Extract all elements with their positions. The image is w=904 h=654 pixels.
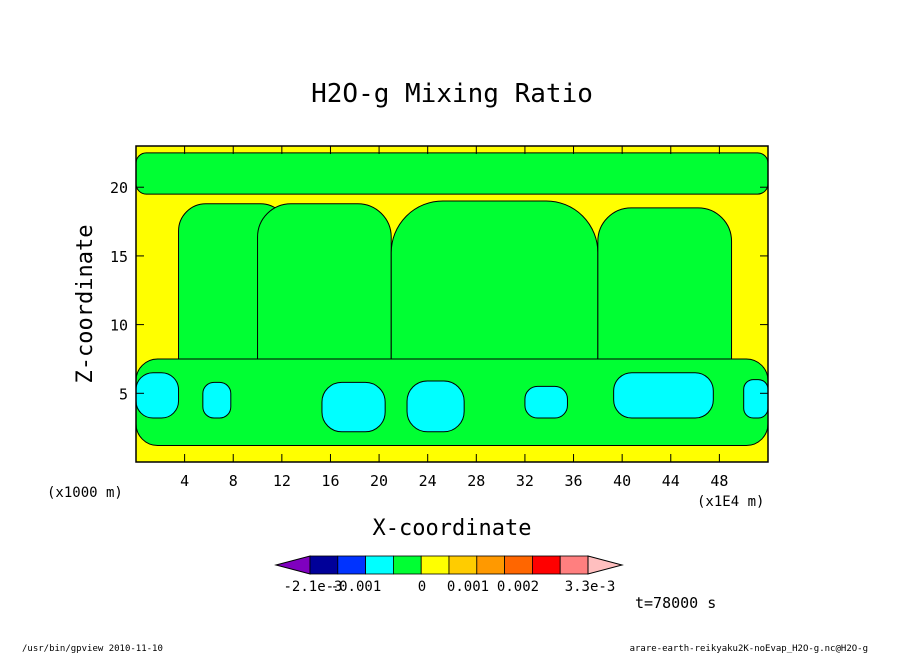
colorbar-arrow-low: [274, 555, 311, 575]
colorbar-swatch: [392, 555, 422, 575]
colorbar-arrow-high: [587, 555, 624, 575]
chart-title: H2O-g Mixing Ratio: [311, 79, 593, 109]
x-tick-label: 44: [662, 472, 680, 490]
colorbar: -2.1e-3-0.001 0 0.001 0.002 3.3e-3: [274, 555, 624, 595]
colorbar-label: -2.1e-3: [283, 579, 342, 595]
x-tick-label: 16: [321, 472, 339, 490]
time-label: t=78000 s: [635, 594, 716, 612]
x-tick-label: 32: [516, 472, 534, 490]
y-axis: 5 10 15 20: [110, 179, 768, 403]
x-tick-label: 4: [180, 472, 189, 490]
x-unit-left: (x1000 m): [47, 485, 123, 501]
colorbar-swatch: [532, 555, 561, 575]
contour-region-6: [136, 372, 180, 419]
y-tick-label: 20: [110, 179, 128, 197]
colorbar-swatch: [309, 555, 339, 575]
contour-region-10: [524, 385, 568, 419]
footer-right: arare-earth-reikyaku2K-noEvap_H2O-g.nc@H…: [630, 644, 868, 654]
x-tick-label: 36: [565, 472, 583, 490]
colorbar-label: 0.002: [497, 579, 539, 595]
colorbar-label: -0.001: [331, 579, 382, 595]
colorbar-label: 0.001: [447, 579, 489, 595]
x-unit-right: (x1E4 m): [697, 494, 764, 510]
colorbar-label: 0: [418, 579, 426, 595]
x-tick-label: 20: [370, 472, 388, 490]
contour-region-11: [613, 372, 714, 419]
colorbar-swatch: [559, 555, 589, 575]
x-tick-label: 40: [613, 472, 631, 490]
x-tick-label: 28: [467, 472, 485, 490]
y-axis-label: Z-coordinate: [73, 225, 98, 384]
contour-region-8: [321, 381, 386, 433]
colorbar-label: 3.3e-3: [565, 579, 616, 595]
x-tick-label: 12: [273, 472, 291, 490]
colorbar-swatch: [476, 555, 505, 575]
x-axis-label: X-coordinate: [373, 516, 532, 541]
footer-left: /usr/bin/gpview 2010-11-10: [22, 644, 163, 654]
x-tick-label: 8: [229, 472, 238, 490]
x-axis: 4 8 12 16 20 24 28 32 36 40 44 48: [180, 146, 728, 490]
x-tick-label: 24: [419, 472, 437, 490]
y-tick-label: 5: [119, 385, 128, 403]
plot-area: [135, 145, 769, 463]
colorbar-swatch: [448, 555, 478, 575]
colorbar-swatch: [365, 555, 394, 575]
contour-region-7: [202, 381, 232, 419]
colorbar-swatch: [420, 555, 450, 575]
contour-region-0: [136, 152, 768, 195]
plot-frame: [135, 145, 769, 463]
colorbar-swatch: [337, 555, 366, 575]
y-tick-label: 10: [110, 317, 128, 335]
field: [136, 146, 768, 462]
y-tick-label: 15: [110, 248, 128, 266]
x-tick-label: 48: [710, 472, 728, 490]
contour-region-9: [406, 380, 465, 433]
contour-region-12: [743, 379, 768, 419]
colorbar-swatch: [504, 555, 533, 575]
